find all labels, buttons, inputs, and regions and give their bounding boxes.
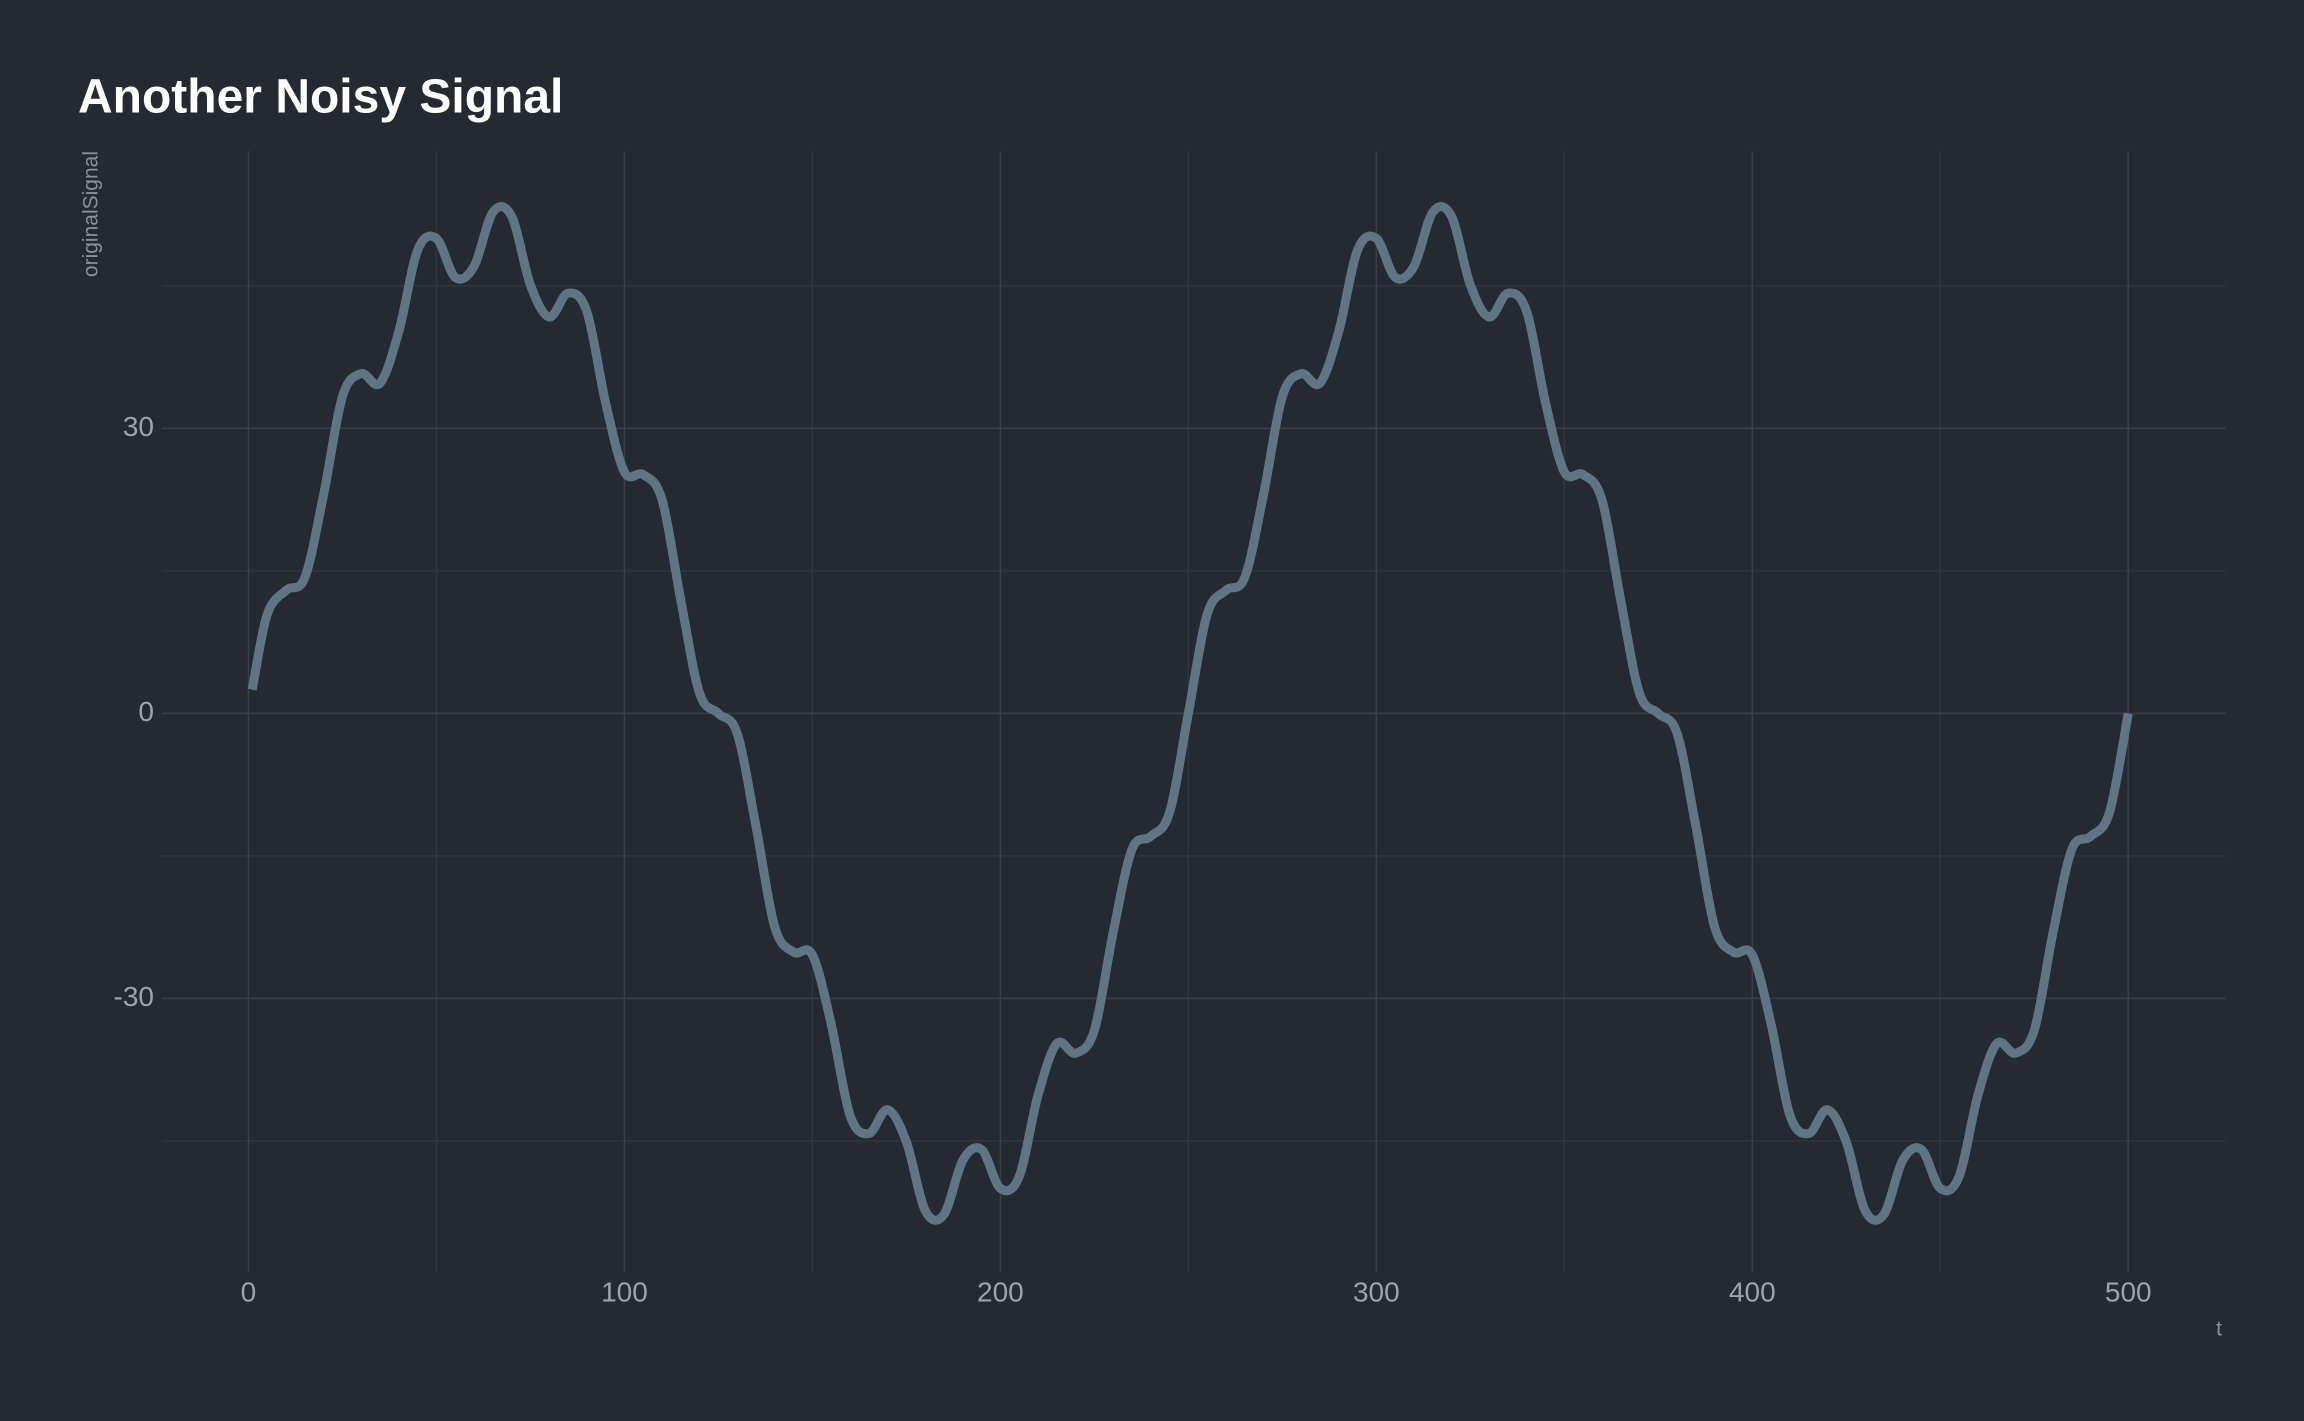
chart-title: Another Noisy Signal	[78, 71, 563, 124]
y-axis-title: originalSignal	[80, 151, 103, 277]
x-tick-label: 400	[1729, 1276, 1776, 1307]
y-tick-label: 0	[138, 696, 154, 727]
x-tick-label: 200	[977, 1276, 1024, 1307]
x-tick-label: 0	[241, 1276, 257, 1307]
x-tick-label: 300	[1353, 1276, 1400, 1307]
signal-line	[247, 202, 2133, 1225]
x-tick-label: 100	[601, 1276, 648, 1307]
x-tick-label: 500	[2105, 1276, 2152, 1307]
y-tick-label: 30	[123, 411, 154, 442]
x-axis-title: t	[2216, 1318, 2222, 1341]
y-tick-label: -30	[114, 981, 154, 1012]
